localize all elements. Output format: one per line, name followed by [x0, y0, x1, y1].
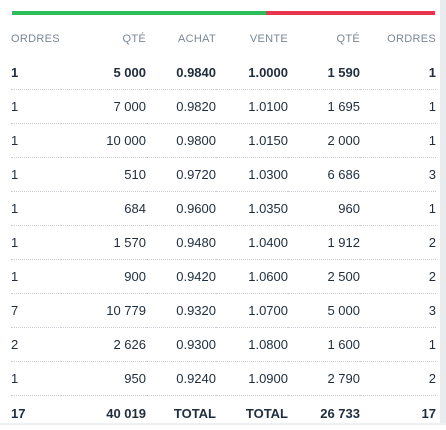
depth-balance-bar	[12, 11, 435, 15]
cell-bid-price: 0.9820	[146, 90, 216, 124]
header-ask-qty: QTÉ	[288, 22, 360, 56]
cell-ask-price: 1.0300	[216, 158, 288, 192]
header-row: ORDRES QTÉ ACHAT VENTE QTÉ ORDRES	[11, 22, 436, 56]
cell-ask-qty: 1 590	[288, 56, 360, 90]
cell-bid-price: 0.9320	[146, 294, 216, 328]
cell-bid-price: 0.9300	[146, 328, 216, 362]
cell-bid-orders: 1	[11, 124, 61, 158]
cell-bid-price: 0.9800	[146, 124, 216, 158]
cell-bid-qty: 2 626	[61, 328, 146, 362]
cell-ask-qty: 960	[288, 192, 360, 226]
cell-bid-qty: 950	[61, 362, 146, 396]
cell-bid-qty: 10 000	[61, 124, 146, 158]
depth-bar-buy	[12, 11, 266, 15]
cell-bid-qty: 900	[61, 260, 146, 294]
cell-bid-orders: 1	[11, 158, 61, 192]
cell-ask-price: 1.0400	[216, 226, 288, 260]
cell-bid-price: 0.9420	[146, 260, 216, 294]
cell-ask-orders: 1	[360, 56, 436, 90]
cell-ask-orders: 1	[360, 192, 436, 226]
cell-bid-price: 0.9840	[146, 56, 216, 90]
cell-bid-orders: 1	[11, 362, 61, 396]
cell-ask-price: 1.0700	[216, 294, 288, 328]
cell-ask-price: 1.0100	[216, 90, 288, 124]
header-bid-qty: QTÉ	[61, 22, 146, 56]
cell-bid-qty: 5 000	[61, 56, 146, 90]
cell-bid-price: 0.9480	[146, 226, 216, 260]
cell-ask-price: 1.0000	[216, 56, 288, 90]
cell-ask-qty: 2 790	[288, 362, 360, 396]
cell-bid-qty: 7 000	[61, 90, 146, 124]
cell-ask-qty: 1 600	[288, 328, 360, 362]
scrollbar-track[interactable]	[440, 0, 446, 425]
cell-bid-qty: 684	[61, 192, 146, 226]
cell-ask-orders: 2	[360, 362, 436, 396]
cell-bid-price: 0.9240	[146, 362, 216, 396]
cell-bid-price: 0.9600	[146, 192, 216, 226]
cell-ask-price: 1.0150	[216, 124, 288, 158]
cell-ask-qty: 6 686	[288, 158, 360, 192]
cell-bid-orders: 1	[11, 260, 61, 294]
header-ask-orders: ORDRES	[360, 22, 436, 56]
cell-ask-orders: 2	[360, 226, 436, 260]
cell-ask-qty: 2 500	[288, 260, 360, 294]
cell-bid-orders: 7	[11, 294, 61, 328]
cell-bid-qty: 510	[61, 158, 146, 192]
cell-ask-price: 1.0600	[216, 260, 288, 294]
cell-bid-orders: 1	[11, 226, 61, 260]
cell-ask-orders: 1	[360, 90, 436, 124]
cell-ask-qty: 5 000	[288, 294, 360, 328]
cell-ask-qty: 1 912	[288, 226, 360, 260]
cell-ask-orders: 1	[360, 124, 436, 158]
cell-ask-orders: 3	[360, 158, 436, 192]
cell-bid-qty: 10 779	[61, 294, 146, 328]
cell-ask-qty: 2 000	[288, 124, 360, 158]
header-ask: VENTE	[216, 22, 288, 56]
cell-ask-orders: 3	[360, 294, 436, 328]
cell-ask-orders: 2	[360, 260, 436, 294]
cell-bid-orders: 1	[11, 90, 61, 124]
cell-bid-orders: 1	[11, 56, 61, 90]
depth-bar-sell	[266, 11, 435, 15]
header-bid: ACHAT	[146, 22, 216, 56]
header-bid-orders: ORDRES	[11, 22, 61, 56]
cell-ask-price: 1.0900	[216, 362, 288, 396]
cell-bid-qty: 1 570	[61, 226, 146, 260]
cell-bid-orders: 1	[11, 192, 61, 226]
cell-bid-price: 0.9720	[146, 158, 216, 192]
cell-bid-orders: 2	[11, 328, 61, 362]
cell-ask-qty: 1 695	[288, 90, 360, 124]
cell-ask-orders: 1	[360, 328, 436, 362]
cell-ask-price: 1.0800	[216, 328, 288, 362]
cell-ask-price: 1.0350	[216, 192, 288, 226]
order-book-header: ORDRES QTÉ ACHAT VENTE QTÉ ORDRES	[11, 22, 436, 56]
